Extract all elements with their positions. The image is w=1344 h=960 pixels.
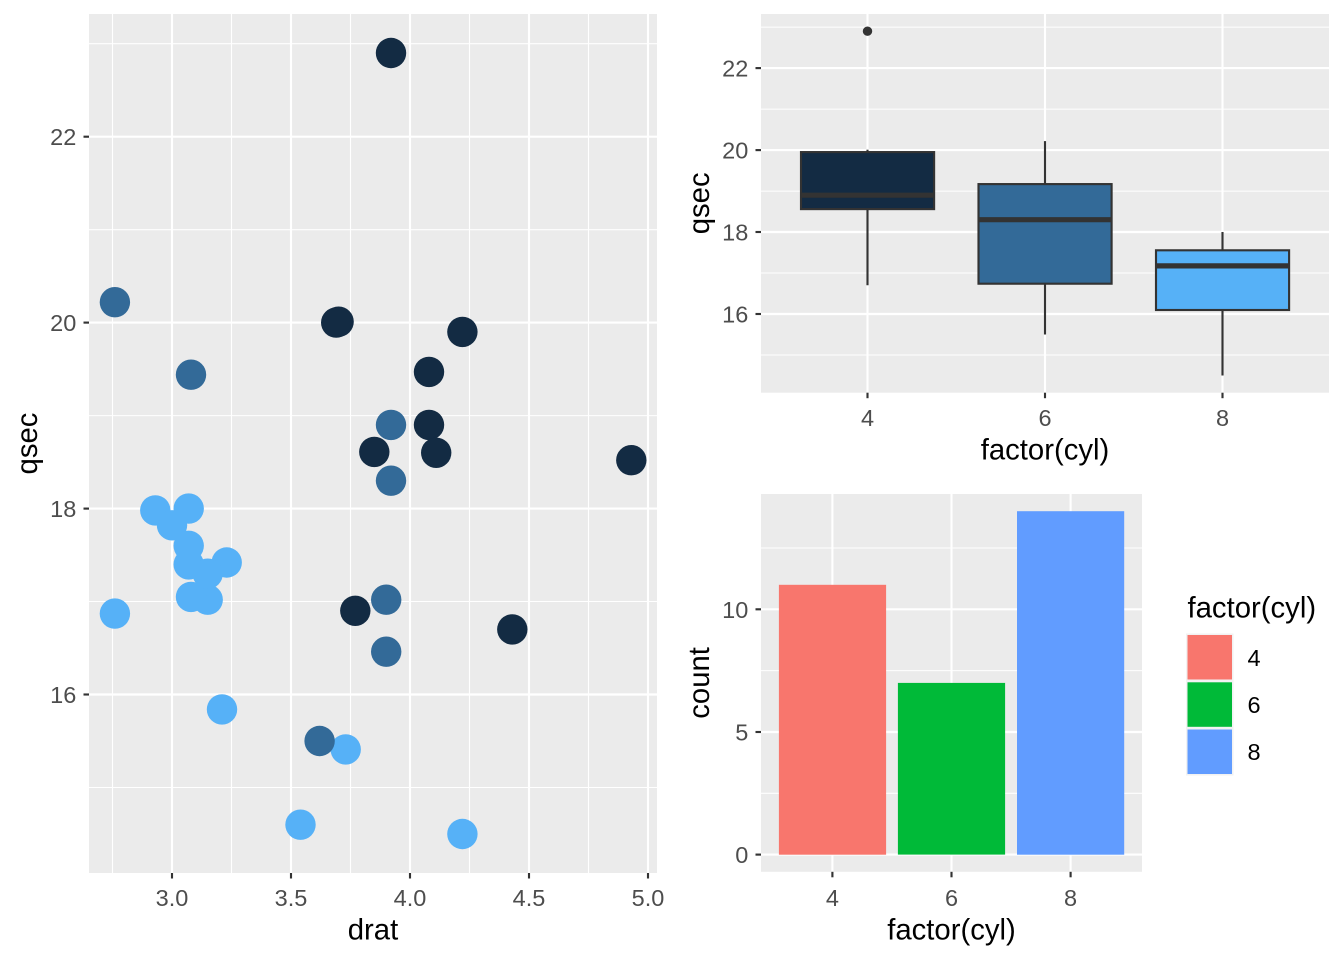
svg-text:8: 8 (1064, 885, 1077, 911)
svg-text:0: 0 (735, 842, 748, 868)
svg-text:5: 5 (735, 720, 748, 746)
svg-text:4.5: 4.5 (513, 885, 546, 911)
svg-text:16: 16 (50, 682, 76, 708)
svg-text:4.0: 4.0 (394, 885, 427, 911)
svg-text:factor(cyl): factor(cyl) (887, 914, 1016, 947)
svg-text:6: 6 (1038, 405, 1051, 431)
svg-text:16: 16 (722, 302, 748, 328)
svg-text:factor(cyl): factor(cyl) (1188, 592, 1317, 625)
svg-text:20: 20 (50, 310, 76, 336)
svg-text:20: 20 (722, 138, 748, 164)
svg-text:8: 8 (1216, 405, 1229, 431)
svg-text:qsec: qsec (683, 172, 716, 234)
svg-text:count: count (683, 647, 716, 719)
svg-text:10: 10 (722, 597, 748, 623)
svg-text:6: 6 (945, 885, 958, 911)
svg-text:6: 6 (1248, 692, 1261, 718)
svg-text:18: 18 (722, 220, 748, 246)
svg-text:drat: drat (348, 914, 398, 947)
svg-text:3.5: 3.5 (275, 885, 308, 911)
svg-text:4: 4 (826, 885, 839, 911)
svg-text:22: 22 (50, 124, 76, 150)
svg-text:4: 4 (1248, 645, 1261, 671)
svg-text:5.0: 5.0 (632, 885, 665, 911)
svg-text:factor(cyl): factor(cyl) (981, 434, 1110, 467)
svg-text:22: 22 (722, 56, 748, 82)
svg-text:4: 4 (861, 405, 874, 431)
svg-text:qsec: qsec (11, 413, 44, 475)
svg-text:18: 18 (50, 496, 76, 522)
svg-text:3.0: 3.0 (156, 885, 189, 911)
svg-text:8: 8 (1248, 739, 1261, 765)
